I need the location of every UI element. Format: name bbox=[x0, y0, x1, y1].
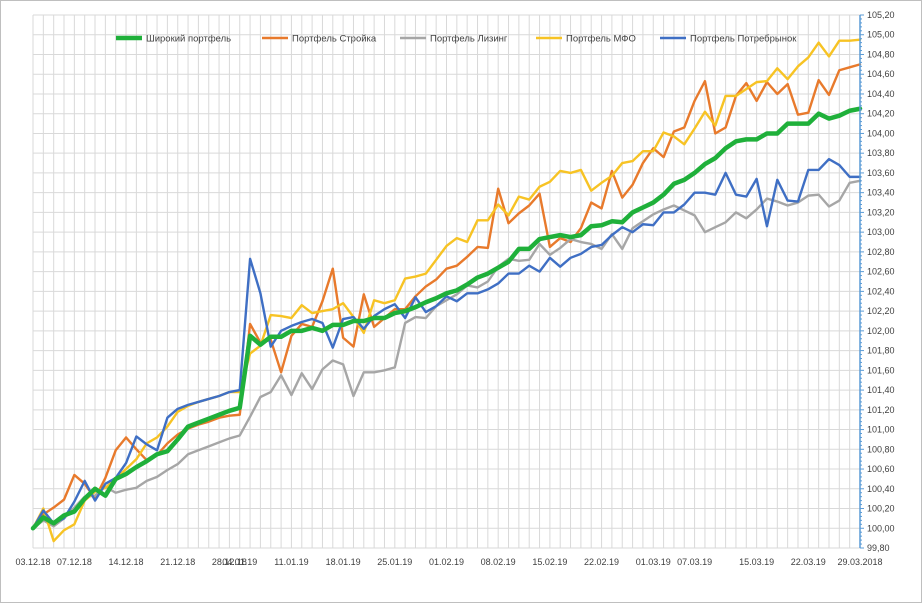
x-tick-label: 25.01.19 bbox=[377, 557, 412, 567]
y-tick-label: 103,20 bbox=[867, 207, 895, 217]
y-tick-label: 104,00 bbox=[867, 128, 895, 138]
x-tick-label: 01.03.19 bbox=[636, 557, 671, 567]
y-tick-label: 101,20 bbox=[867, 405, 895, 415]
axes: 99,80 100,00 100,20 100,40 100,60 100,80 101,0… bbox=[15, 10, 894, 567]
x-tick-label: 11.01.19 bbox=[274, 557, 308, 567]
y-tick-label: 102,60 bbox=[867, 267, 895, 277]
y-tick-label: 99,80 bbox=[867, 543, 890, 553]
legend-label: Портфель Потребрынок bbox=[690, 34, 797, 45]
legend-label: Портфель МФО bbox=[566, 34, 636, 45]
y-tick-label: 103,00 bbox=[867, 227, 895, 237]
y-tick-label: 100,60 bbox=[867, 464, 895, 474]
y-tick-label: 100,00 bbox=[867, 523, 895, 533]
series-line-5 bbox=[31, 157, 862, 530]
series-line-4 bbox=[31, 38, 862, 543]
y-tick-label: 101,80 bbox=[867, 346, 895, 356]
x-tick-label: 03.12.18 bbox=[15, 557, 50, 567]
y-tick-label: 100,80 bbox=[867, 444, 895, 454]
x-tick-label: 15.02.19 bbox=[532, 557, 567, 567]
legend-label: Портфель Лизинг bbox=[430, 34, 508, 45]
y-tick-label: 105,00 bbox=[867, 30, 895, 40]
x-tick-label: 28.12.18 bbox=[212, 557, 247, 567]
x-tick-label: 01.02.19 bbox=[429, 557, 464, 567]
y-tick-label: 103,80 bbox=[867, 148, 895, 158]
x-tick-label: 22.02.19 bbox=[584, 557, 619, 567]
y-tick-label: 103,60 bbox=[867, 168, 895, 178]
y-tick-label: 100,20 bbox=[867, 504, 895, 514]
y-tick-label: 104,80 bbox=[867, 49, 895, 59]
y-tick-label: 104,60 bbox=[867, 69, 895, 79]
x-tick-label: 18.01.19 bbox=[326, 557, 361, 567]
gridlines bbox=[32, 14, 861, 549]
x-tick-label: 29.03.2018 bbox=[837, 557, 882, 567]
x-tick-label: 21.12.18 bbox=[160, 557, 195, 567]
y-tick-label: 101,40 bbox=[867, 385, 895, 395]
series-lines bbox=[30, 38, 863, 543]
legend: Широкий портфель Портфель Стройка Портфель… bbox=[116, 34, 797, 45]
legend-label: Портфель Стройка bbox=[292, 34, 377, 45]
x-tick-label: 22.03.19 bbox=[791, 557, 826, 567]
x-tick-label: 08.02.19 bbox=[481, 557, 516, 567]
series-line-1 bbox=[30, 106, 863, 531]
x-tick-label: 07.12.18 bbox=[57, 557, 92, 567]
legend-label: Широкий портфель bbox=[146, 34, 231, 45]
series-line-3 bbox=[31, 179, 862, 530]
y-tick-label: 100,40 bbox=[867, 484, 895, 494]
y-tick-label: 101,00 bbox=[867, 425, 895, 435]
x-tick-label: 04.01.19 bbox=[222, 557, 257, 567]
y-tick-label: 104,20 bbox=[867, 109, 895, 119]
y-tick-label: 103,40 bbox=[867, 188, 895, 198]
x-tick-label: 14.12.18 bbox=[109, 557, 144, 567]
y-tick-label: 101,60 bbox=[867, 365, 895, 375]
x-tick-label: 07.03.19 bbox=[677, 557, 712, 567]
series-line-2 bbox=[31, 63, 862, 530]
y-tick-label: 105,20 bbox=[867, 10, 895, 20]
y-tick-label: 102,20 bbox=[867, 306, 895, 316]
y-tick-label: 104,40 bbox=[867, 89, 895, 99]
x-tick-label: 15.03.19 bbox=[739, 557, 774, 567]
y-tick-label: 102,40 bbox=[867, 286, 895, 296]
y-tick-label: 102,00 bbox=[867, 326, 895, 336]
y-tick-label: 102,80 bbox=[867, 247, 895, 257]
